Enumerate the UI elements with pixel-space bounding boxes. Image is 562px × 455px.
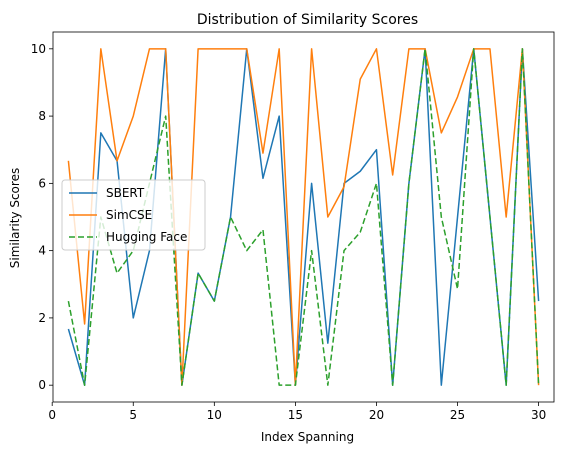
x-tick-label: 10 bbox=[207, 408, 222, 422]
y-axis-label: Similarity Scores bbox=[8, 168, 22, 268]
y-tick-label: 2 bbox=[38, 311, 46, 325]
x-tick-label: 25 bbox=[450, 408, 465, 422]
y-tick-label: 8 bbox=[38, 109, 46, 123]
y-tick-label: 6 bbox=[38, 176, 46, 190]
x-tick-label: 5 bbox=[129, 408, 137, 422]
legend: SBERT SimCSE Hugging Face bbox=[61, 179, 206, 251]
legend-label-2: SimCSE bbox=[106, 208, 152, 222]
series-line-2 bbox=[67, 48, 540, 386]
chart-title: Distribution of Similarity Scores bbox=[197, 12, 418, 28]
y-tick-label: 0 bbox=[38, 378, 46, 392]
axes-frame bbox=[52, 31, 555, 403]
x-tick-label: 30 bbox=[531, 408, 546, 422]
x-tick-label: 0 bbox=[48, 408, 56, 422]
legend-box bbox=[61, 179, 206, 251]
legend-label-3: Hugging Face bbox=[106, 230, 187, 244]
y-tick-label: 4 bbox=[38, 244, 46, 258]
y-tick-label: 10 bbox=[31, 42, 46, 56]
x-tick-label: 15 bbox=[288, 408, 303, 422]
legend-label-1: SBERT bbox=[106, 186, 145, 200]
series-line-1 bbox=[67, 48, 540, 386]
x-axis-label: Index Spanning bbox=[261, 430, 354, 444]
x-tick-label: 20 bbox=[369, 408, 384, 422]
